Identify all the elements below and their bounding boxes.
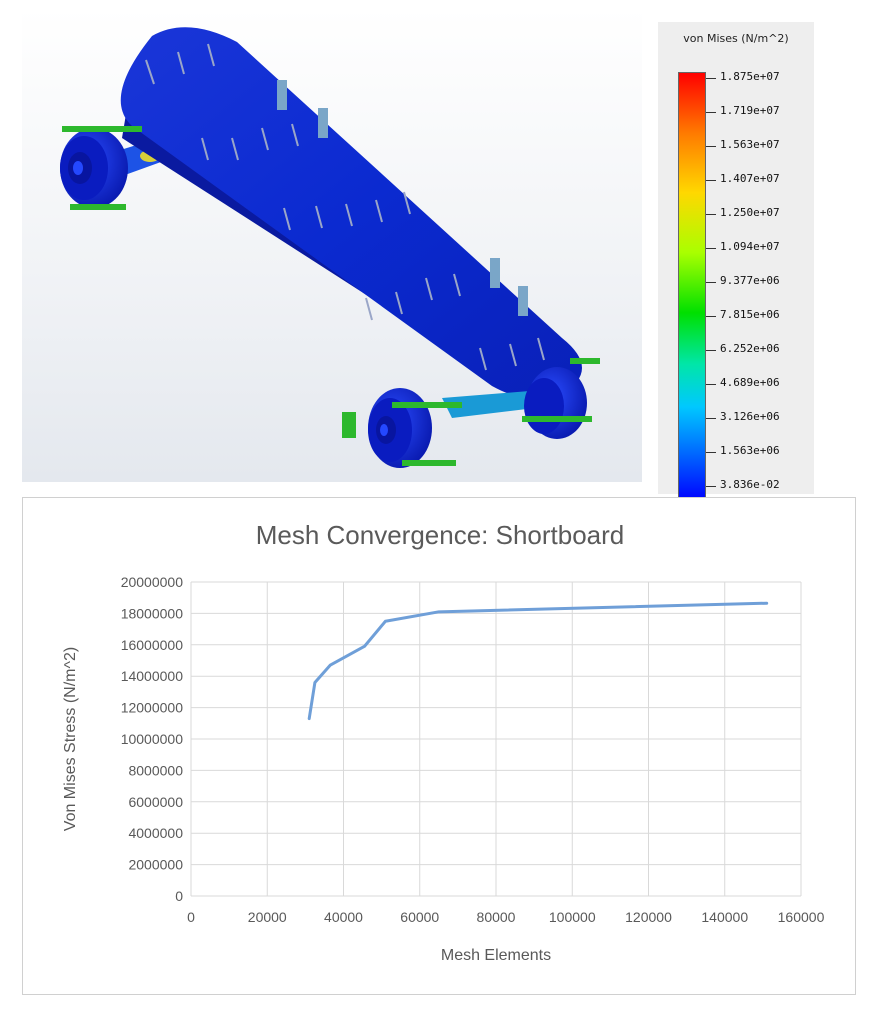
legend-tick (706, 282, 716, 283)
legend-color-bar (678, 72, 706, 502)
chart-plot: 0 2000000 4000000 6000000 8000000 10000000 120… (62, 574, 825, 964)
legend-label: 1.719e+07 (720, 104, 780, 117)
series-line (307, 601, 769, 721)
mesh-convergence-chart: Mesh Convergence: Shortboard 0 2000000 400… (22, 497, 856, 995)
y-axis-title: Von Mises Stress (N/m^2) (62, 647, 79, 831)
legend-tick (706, 146, 716, 147)
y-tick-label: 14000000 (121, 668, 184, 684)
x-axis-title: Mesh Elements (441, 947, 551, 964)
y-tick-label: 0 (175, 888, 183, 904)
legend-tick (706, 214, 716, 215)
y-tick-label: 20000000 (121, 574, 184, 590)
x-tick-label: 80000 (477, 909, 516, 925)
legend-label: 3.836e-02 (720, 478, 780, 491)
x-tick-label: 0 (187, 909, 195, 925)
legend-label: 1.875e+07 (720, 70, 780, 83)
chart-title: Mesh Convergence: Shortboard (255, 520, 625, 550)
legend-tick (706, 78, 716, 79)
legend-tick (706, 248, 716, 249)
legend-label: 7.815e+06 (720, 308, 780, 321)
x-tick-label: 140000 (701, 909, 748, 925)
y-tick-label: 12000000 (121, 700, 184, 716)
y-tick-label: 18000000 (121, 605, 184, 621)
legend-tick (706, 180, 716, 181)
bolts (277, 80, 528, 316)
legend-label: 1.250e+07 (720, 206, 780, 219)
legend-label: 1.563e+06 (720, 444, 780, 457)
y-tick-label: 4000000 (128, 825, 183, 841)
x-tick-label: 20000 (248, 909, 287, 925)
x-tick-label: 160000 (778, 909, 825, 925)
fea-model-view (22, 8, 642, 482)
legend-tick (706, 316, 716, 317)
x-tick-label: 40000 (324, 909, 363, 925)
y-tick-label: 16000000 (121, 637, 184, 653)
legend-tick (706, 384, 716, 385)
legend-tick (706, 350, 716, 351)
legend-label: 3.126e+06 (720, 410, 780, 423)
legend-label: 1.563e+07 (720, 138, 780, 151)
legend-tick (706, 486, 716, 487)
fixture-markers (62, 126, 600, 466)
legend-label: 6.252e+06 (720, 342, 780, 355)
legend-tick (706, 452, 716, 453)
load-arrows (145, 43, 545, 371)
y-tick-label: 2000000 (128, 857, 183, 873)
shortboard-stress-plot (60, 27, 600, 468)
x-tick-label: 60000 (400, 909, 439, 925)
legend-label: 9.377e+06 (720, 274, 780, 287)
legend-tick (706, 418, 716, 419)
rear-truck (60, 128, 172, 208)
legend-label: 4.689e+06 (720, 376, 780, 389)
legend-label: 1.407e+07 (720, 172, 780, 185)
x-tick-label: 120000 (625, 909, 672, 925)
y-tick-label: 8000000 (128, 762, 183, 778)
stress-legend: von Mises (N/m^2) 1.875e+07 1.719e+07 1.56… (658, 22, 814, 502)
legend-tick (706, 112, 716, 113)
deck (120, 27, 582, 400)
y-tick-label: 10000000 (121, 731, 184, 747)
legend-title: von Mises (N/m^2) (683, 32, 789, 45)
x-tick-label: 100000 (549, 909, 596, 925)
legend-label: 1.094e+07 (720, 240, 780, 253)
y-tick-label: 6000000 (128, 794, 183, 810)
